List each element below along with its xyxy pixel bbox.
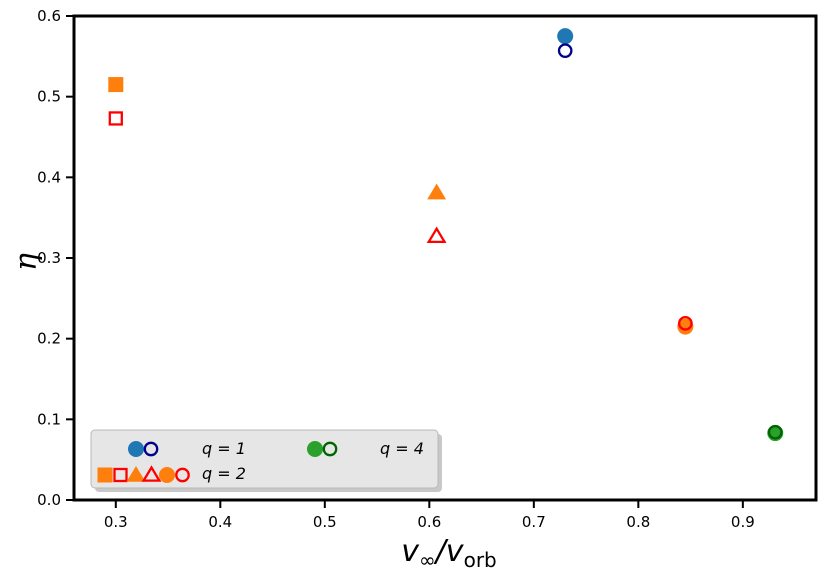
x-axis: 0.3 0.4 0.5 0.6 0.7 0.8 0.9 <box>104 500 755 531</box>
legend-label-q4: q = 4 <box>380 439 424 458</box>
x-axis-label-main: v <box>401 534 420 569</box>
legend-marker-q4-circle-open <box>322 441 338 457</box>
x-axis-label-sub2: orb <box>464 548 497 572</box>
x-axis-label-slash: /v <box>433 534 465 569</box>
legend-marker-q1-circle-filled <box>128 441 144 457</box>
data-point-q2-square-open <box>108 111 123 126</box>
legend: q = 1 q = 4 q = 2 <box>90 429 442 492</box>
legend-marker-q1-circle-open <box>143 441 159 457</box>
x-tick-label: 0.6 <box>417 513 441 531</box>
data-point-q1-circle-open <box>557 43 573 59</box>
x-axis-label-sub1: ∞ <box>419 548 436 572</box>
y-tick-label: 0.4 <box>37 168 61 186</box>
y-tick-label: 0.0 <box>37 491 61 509</box>
x-tick-label: 0.5 <box>313 513 337 531</box>
y-axis-label: η <box>9 253 44 271</box>
data-point-q2-circle-open <box>678 315 693 331</box>
legend-marker-q4-circle-filled <box>307 441 323 457</box>
data-points <box>108 28 784 442</box>
legend-marker-q2-triangle-filled <box>126 466 146 482</box>
y-tick-label: 0.1 <box>37 410 61 428</box>
legend-markers <box>97 441 338 483</box>
legend-label-q1: q = 1 <box>202 439 246 458</box>
plot-frame <box>72 14 818 502</box>
x-tick-label: 0.3 <box>104 513 128 531</box>
x-axis-label: v∞/vorb <box>401 534 496 572</box>
y-tick-label: 0.2 <box>37 330 61 348</box>
x-tick-label: 0.7 <box>522 513 546 531</box>
legend-label-q2: q = 2 <box>202 464 246 483</box>
data-point-q4-circle-open <box>767 424 783 440</box>
y-axis: 0.0 0.1 0.2 0.3 0.4 0.5 0.6 <box>37 7 74 509</box>
x-tick-label: 0.8 <box>626 513 650 531</box>
data-point-q2-circle-filled <box>677 318 694 335</box>
legend-marker-q2-circle-open <box>175 467 190 483</box>
legend-marker-q2-triangle-open <box>141 465 162 482</box>
x-tick-label: 0.9 <box>731 513 755 531</box>
data-point-q2-triangle-open <box>426 226 447 243</box>
data-point-q1-circle-filled <box>557 28 574 45</box>
legend-box <box>90 429 439 489</box>
data-point-q2-square-filled <box>108 77 124 93</box>
data-point-q2-triangle-filled <box>427 183 447 200</box>
y-tick-label: 0.3 <box>37 249 61 267</box>
y-tick-label: 0.6 <box>37 7 61 25</box>
legend-marker-q2-square-filled <box>97 467 113 483</box>
x-tick-label: 0.4 <box>208 513 232 531</box>
legend-marker-q2-circle-filled <box>159 467 175 483</box>
legend-marker-q2-square-open <box>113 467 128 483</box>
y-tick-label: 0.5 <box>37 88 61 106</box>
